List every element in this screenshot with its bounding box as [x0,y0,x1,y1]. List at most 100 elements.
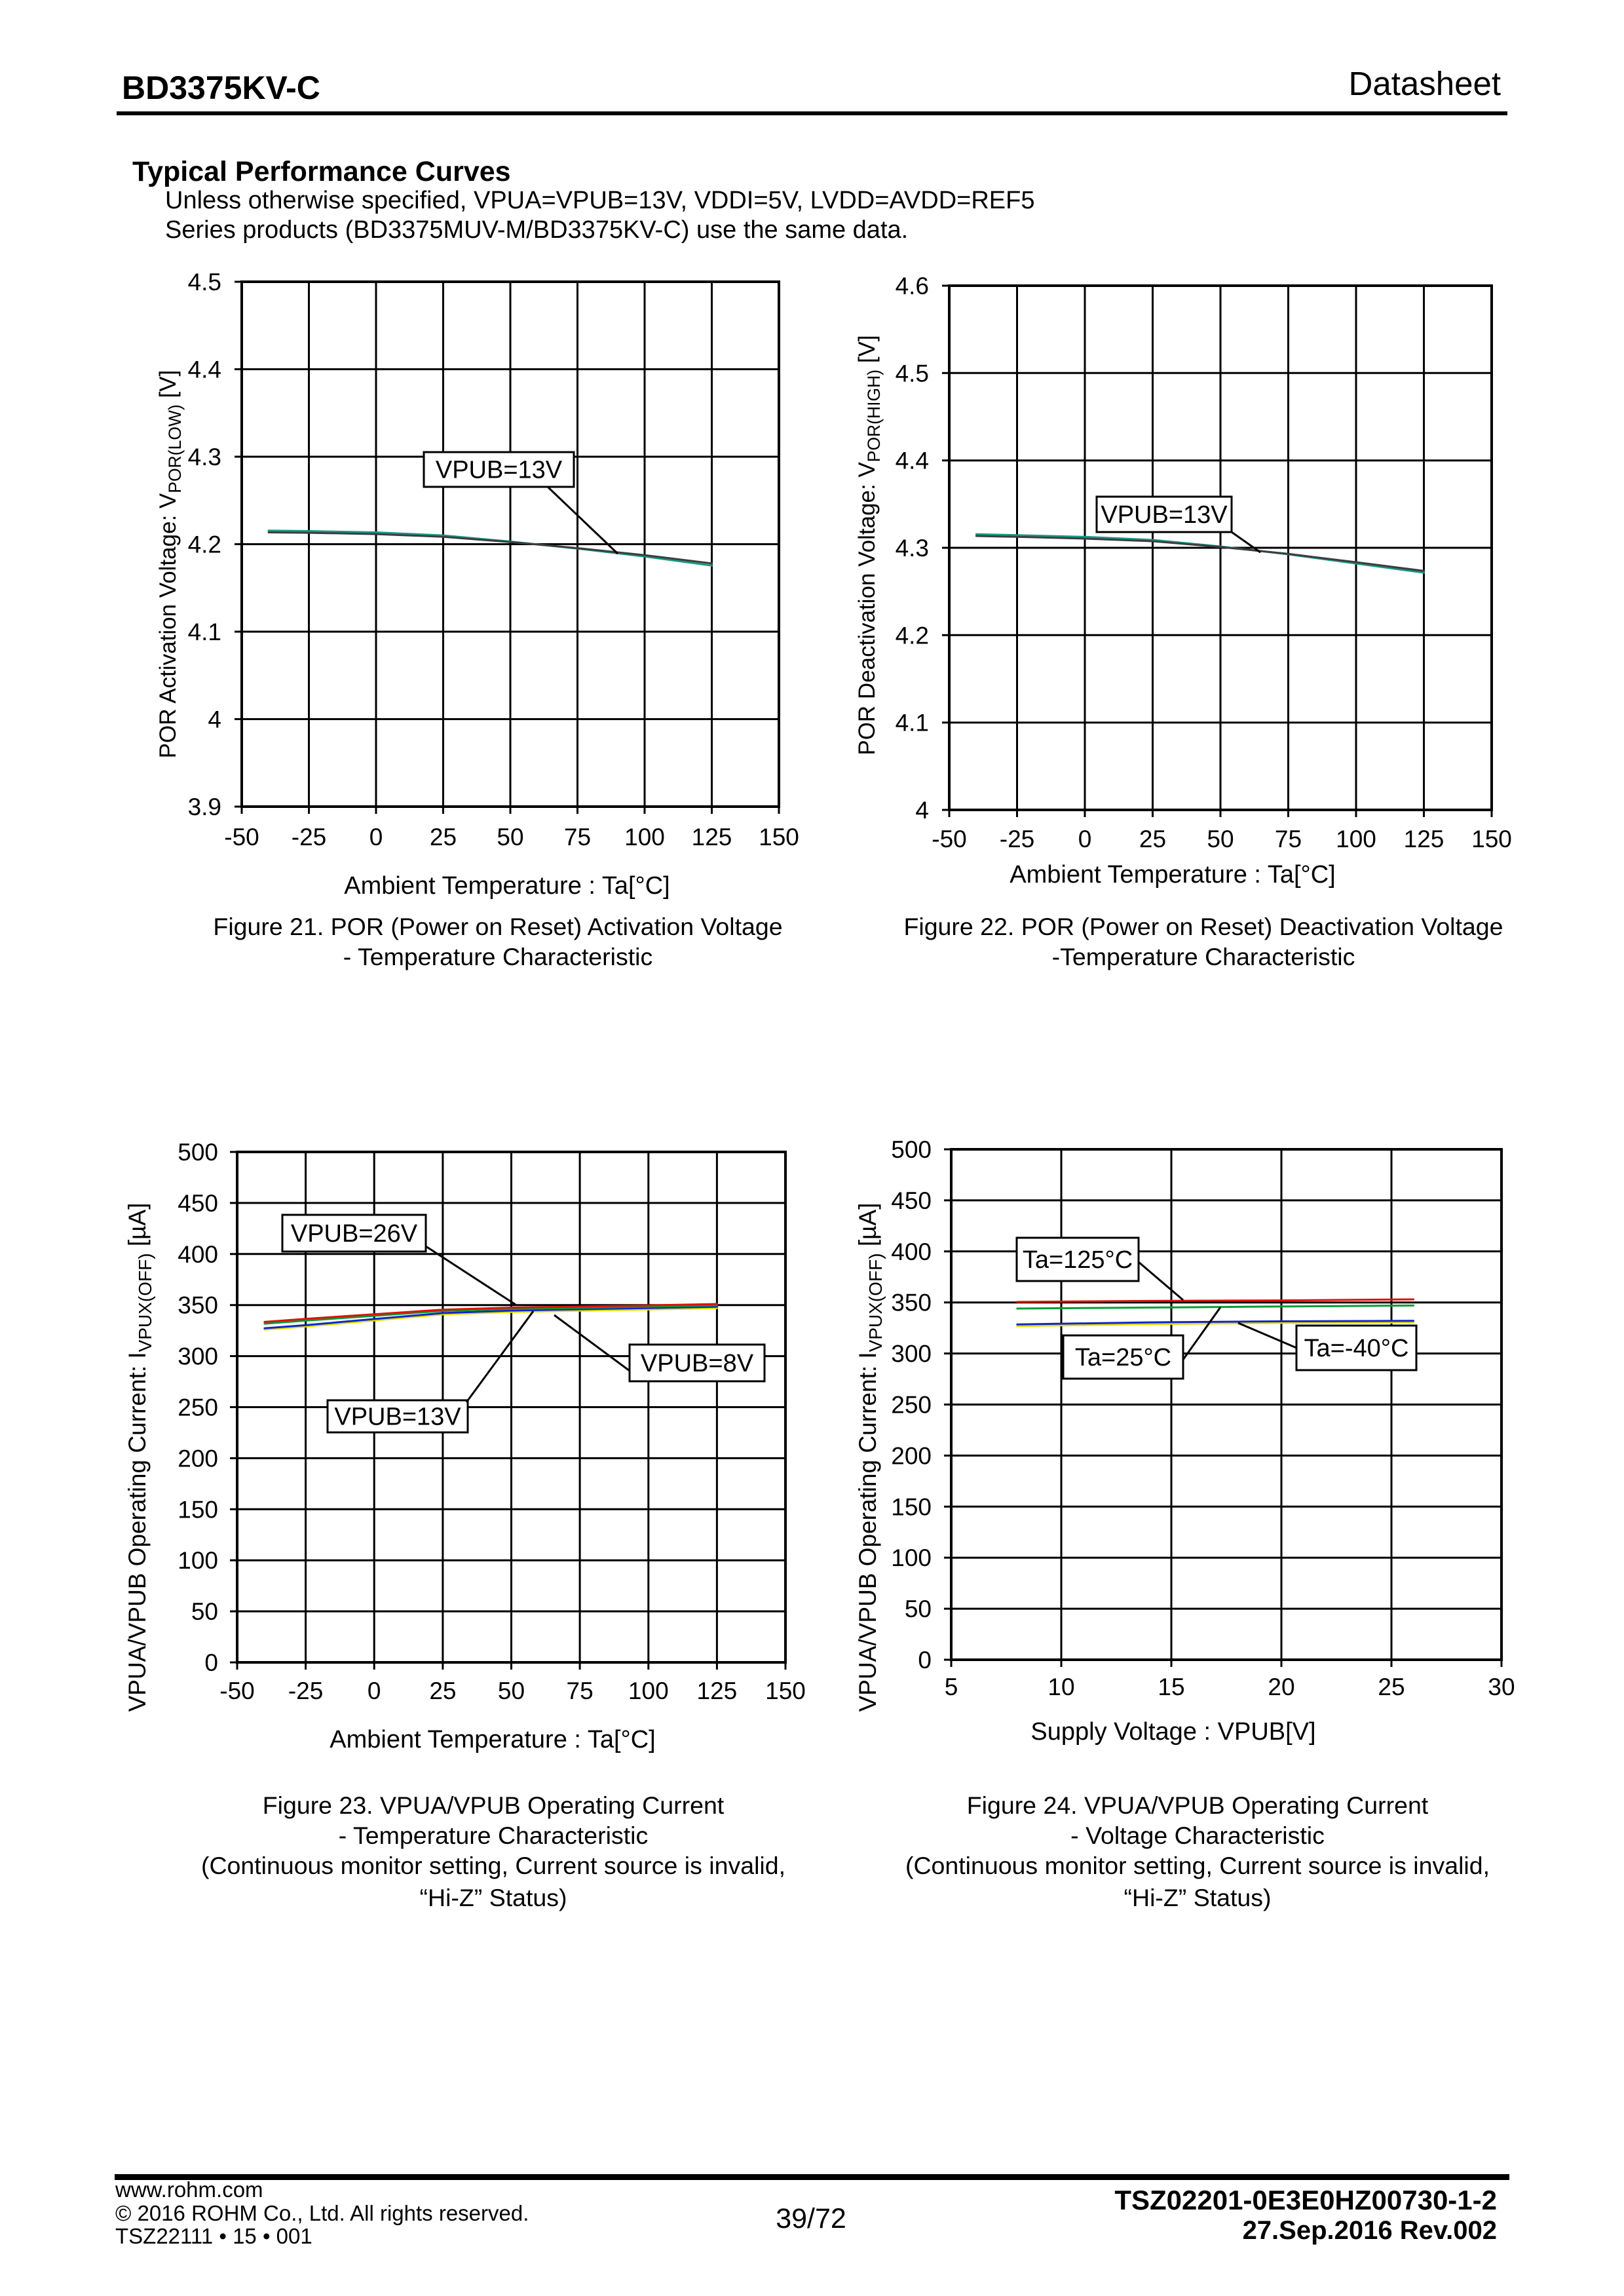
svg-text:200: 200 [178,1445,218,1472]
svg-text:4.5: 4.5 [896,360,929,387]
svg-text:4.3: 4.3 [188,444,221,470]
svg-text:4.5: 4.5 [188,269,221,296]
svg-text:0: 0 [204,1649,218,1676]
svg-text:Ambient Temperature : Ta[°C]: Ambient Temperature : Ta[°C] [330,1726,655,1753]
svg-text:25: 25 [1378,1674,1405,1700]
svg-text:0: 0 [1078,826,1092,852]
svg-text:250: 250 [891,1392,932,1419]
svg-text:4.2: 4.2 [188,531,221,558]
svg-text:4.1: 4.1 [188,619,221,645]
svg-text:(Continuous monitor setting, C: (Continuous monitor setting, Current sou… [905,1852,1490,1879]
svg-text:Figure 24. VPUA/VPUB Operating: Figure 24. VPUA/VPUB Operating Current [967,1791,1429,1819]
svg-text:75: 75 [567,1677,594,1704]
svg-text:0: 0 [368,1677,381,1704]
svg-text:500: 500 [891,1136,932,1163]
svg-text:Figure 21. POR (Power on Reset: Figure 21. POR (Power on Reset) Activati… [213,913,782,940]
svg-text:0: 0 [369,824,383,851]
svg-text:250: 250 [178,1394,218,1421]
svg-text:Unless otherwise specified, VP: Unless otherwise specified, VPUA=VPUB=13… [165,187,1034,214]
svg-text:20: 20 [1268,1674,1294,1700]
svg-text:450: 450 [178,1190,218,1217]
svg-text:Supply Voltage : VPUB[V]: Supply Voltage : VPUB[V] [1030,1718,1315,1746]
svg-text:50: 50 [497,824,523,851]
svg-text:100: 100 [178,1547,218,1574]
svg-text:25: 25 [430,824,457,851]
svg-text:50: 50 [1207,826,1234,852]
svg-text:5: 5 [945,1674,958,1700]
svg-text:4.3: 4.3 [896,535,929,562]
svg-text:150: 150 [891,1493,932,1520]
svg-text:(Continuous monitor setting, C: (Continuous monitor setting, Current sou… [201,1852,785,1879]
svg-text:75: 75 [1275,826,1302,852]
svg-text:125: 125 [692,824,732,851]
svg-text:VPUB=13V: VPUB=13V [1101,501,1228,529]
svg-text:150: 150 [178,1496,218,1523]
svg-text:4.2: 4.2 [896,622,929,649]
svg-text:TSZ02201-0E3E0HZ00730-1-2: TSZ02201-0E3E0HZ00730-1-2 [1114,2185,1497,2215]
svg-text:25: 25 [1139,826,1166,852]
svg-text:400: 400 [891,1238,932,1265]
svg-text:VPUB=13V: VPUB=13V [436,457,563,484]
svg-text:400: 400 [178,1241,218,1268]
svg-text:-50: -50 [224,824,259,851]
svg-text:4: 4 [915,797,929,824]
svg-text:www.rohm.com: www.rohm.com [115,2177,263,2202]
svg-text:-25: -25 [292,824,326,851]
svg-text:100: 100 [1336,826,1376,852]
svg-text:3.9: 3.9 [188,794,221,820]
svg-text:Figure 22. POR (Power on Reset: Figure 22. POR (Power on Reset) Deactiva… [903,913,1503,940]
svg-text:- Temperature Characteristic: - Temperature Characteristic [343,943,652,970]
svg-text:TSZ22111 • 15 • 001: TSZ22111 • 15 • 001 [115,2224,312,2248]
svg-text:Typical Performance Curves: Typical Performance Curves [132,156,511,187]
svg-text:Ta=25°C: Ta=25°C [1075,1344,1171,1371]
svg-text:350: 350 [891,1290,932,1316]
svg-text:100: 100 [628,1677,669,1704]
svg-text:Series products (BD3375MUV-M/B: Series products (BD3375MUV-M/BD3375KV-C)… [165,216,908,244]
svg-text:Ta=125°C: Ta=125°C [1023,1246,1133,1274]
svg-text:VPUA/VPUB Operating Current:: VPUA/VPUB Operating Current: IVPUX(OFF) … [124,1203,155,1712]
svg-text:- Voltage Characteristic: - Voltage Characteristic [1070,1822,1325,1849]
svg-text:200: 200 [891,1442,932,1469]
svg-text:POR Deactivation Voltage: VPOR: POR Deactivation Voltage: VPOR(HIGH) [V] [854,335,884,755]
svg-text:150: 150 [759,824,799,851]
svg-text:-25: -25 [288,1677,323,1704]
svg-text:10: 10 [1048,1674,1074,1700]
svg-text:Figure 23. VPUA/VPUB Operating: Figure 23. VPUA/VPUB Operating Current [263,1791,725,1819]
svg-text:-Temperature Characteristic: -Temperature Characteristic [1052,943,1355,970]
svg-text:125: 125 [697,1677,738,1704]
svg-text:-50: -50 [219,1677,254,1704]
svg-text:100: 100 [891,1544,932,1571]
svg-text:- Temperature Characteristic: - Temperature Characteristic [339,1822,648,1849]
svg-text:15: 15 [1158,1674,1184,1700]
svg-text:50: 50 [191,1598,218,1625]
svg-text:4.4: 4.4 [896,448,929,474]
svg-text:300: 300 [891,1341,932,1368]
svg-text:“Hi-Z” Status): “Hi-Z” Status) [1124,1884,1272,1911]
svg-text:Datasheet: Datasheet [1349,65,1501,102]
svg-text:30: 30 [1488,1674,1515,1700]
svg-text:450: 450 [891,1187,932,1214]
svg-text:4.1: 4.1 [896,710,929,737]
svg-text:Ambient Temperature : Ta[°C]: Ambient Temperature : Ta[°C] [344,872,670,900]
svg-text:300: 300 [178,1343,218,1370]
svg-text:“Hi-Z” Status): “Hi-Z” Status) [420,1884,567,1911]
svg-text:4.6: 4.6 [896,273,929,299]
svg-text:Ta=-40°C: Ta=-40°C [1304,1335,1409,1362]
svg-text:350: 350 [178,1292,218,1319]
svg-text:25: 25 [429,1677,456,1704]
svg-text:VPUB=8V: VPUB=8V [641,1350,754,1377]
svg-text:27.Sep.2016 Rev.002: 27.Sep.2016 Rev.002 [1243,2216,1497,2245]
svg-text:50: 50 [498,1677,525,1704]
svg-text:150: 150 [765,1677,806,1704]
svg-text:50: 50 [905,1596,932,1622]
svg-text:POR Activation Voltage: VPOR(L: POR Activation Voltage: VPOR(LOW) [V] [155,370,185,759]
svg-text:100: 100 [624,824,665,851]
svg-text:500: 500 [178,1139,218,1166]
svg-text:125: 125 [1404,826,1445,852]
svg-text:-50: -50 [932,826,966,852]
svg-text:BD3375KV-C: BD3375KV-C [122,69,320,106]
svg-text:39/72: 39/72 [776,2203,846,2234]
svg-text:-25: -25 [1000,826,1034,852]
svg-text:0: 0 [918,1647,932,1674]
svg-text:© 2016 ROHM Co., Ltd. All righ: © 2016 ROHM Co., Ltd. All rights reserve… [115,2201,529,2225]
